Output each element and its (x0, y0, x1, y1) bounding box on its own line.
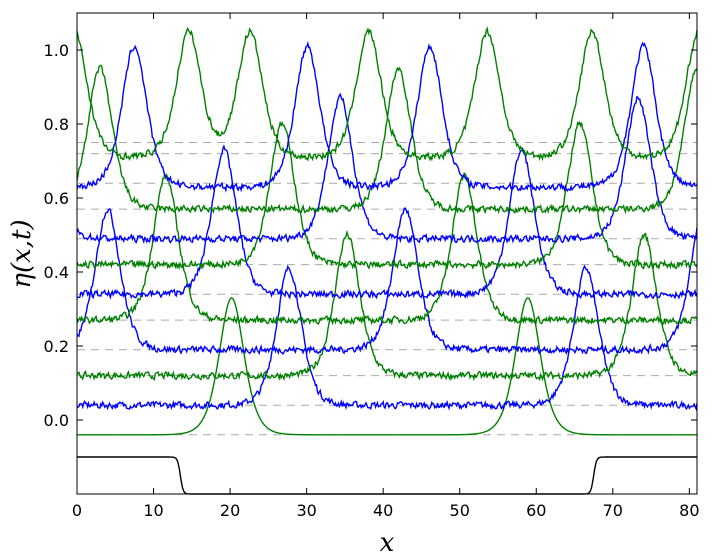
series-line-green (77, 297, 697, 436)
x-tick-label: 70 (603, 501, 623, 520)
series-line-green (76, 120, 698, 271)
series-line-blue (76, 92, 698, 245)
y-tick-label: 0.6 (44, 189, 69, 208)
x-axis: 0 10 20 30 40 50 60 70 80 (72, 13, 700, 520)
bottom-profile-line (77, 456, 697, 495)
y-axis: 0.0 0.2 0.4 0.6 0.8 1.0 (44, 41, 697, 430)
series-line-green (76, 25, 698, 162)
y-tick-label: 0.2 (44, 337, 69, 356)
series-line-blue (76, 144, 698, 300)
series-line-green (76, 64, 698, 215)
y-tick-label: 0.4 (44, 263, 69, 282)
y-tick-label: 0.0 (44, 411, 69, 430)
x-tick-label: 80 (679, 501, 699, 520)
series-line-blue (76, 207, 698, 356)
series-line-green (76, 172, 698, 326)
x-tick-label: 40 (373, 501, 393, 520)
x-tick-label: 20 (220, 501, 240, 520)
series-line-blue (76, 40, 698, 193)
y-tick-label: 0.8 (44, 115, 69, 134)
plot-frame (76, 12, 698, 495)
x-tick-label: 0 (72, 501, 82, 520)
x-axis-label: x (380, 528, 395, 556)
x-tick-label: 30 (296, 501, 316, 520)
bottom-profile (77, 456, 697, 495)
x-tick-label: 50 (450, 501, 470, 520)
series-line-blue (76, 264, 698, 412)
y-tick-label: 1.0 (44, 41, 69, 60)
x-tick-label: 10 (143, 501, 163, 520)
wave-series (76, 25, 698, 436)
x-tick-label: 60 (526, 501, 546, 520)
y-axis-label: η(x,t) (7, 219, 37, 288)
series-line-green (76, 229, 698, 382)
